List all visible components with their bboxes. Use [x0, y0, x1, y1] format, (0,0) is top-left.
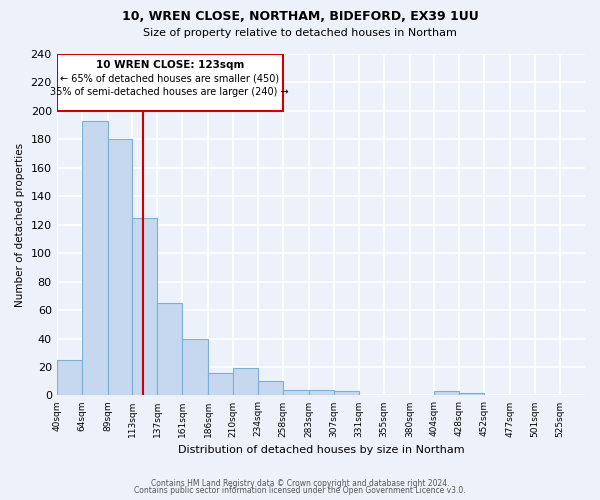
Text: Size of property relative to detached houses in Northam: Size of property relative to detached ho… [143, 28, 457, 38]
Bar [258, 381, 283, 396]
Text: 35% of semi-detached houses are larger (240) →: 35% of semi-detached houses are larger (… [50, 86, 289, 97]
Text: Contains HM Land Registry data © Crown copyright and database right 2024.: Contains HM Land Registry data © Crown c… [151, 478, 449, 488]
FancyBboxPatch shape [56, 54, 283, 111]
Text: ← 65% of detached houses are smaller (450): ← 65% of detached houses are smaller (45… [60, 74, 280, 84]
Bar [434, 391, 460, 396]
Text: 10, WREN CLOSE, NORTHAM, BIDEFORD, EX39 1UU: 10, WREN CLOSE, NORTHAM, BIDEFORD, EX39 … [122, 10, 478, 23]
Text: 10 WREN CLOSE: 123sqm: 10 WREN CLOSE: 123sqm [95, 60, 244, 70]
Bar [208, 372, 233, 396]
X-axis label: Distribution of detached houses by size in Northam: Distribution of detached houses by size … [178, 445, 464, 455]
Bar [133, 218, 157, 396]
Bar [309, 390, 334, 396]
Text: Contains public sector information licensed under the Open Government Licence v3: Contains public sector information licen… [134, 486, 466, 495]
Bar [283, 390, 309, 396]
Bar [157, 303, 182, 396]
Bar [460, 392, 484, 396]
Bar [233, 368, 258, 396]
Bar [334, 391, 359, 396]
Bar [56, 360, 82, 396]
Y-axis label: Number of detached properties: Number of detached properties [15, 142, 25, 307]
Bar [182, 338, 208, 396]
Bar [107, 140, 133, 396]
Bar [82, 121, 107, 396]
